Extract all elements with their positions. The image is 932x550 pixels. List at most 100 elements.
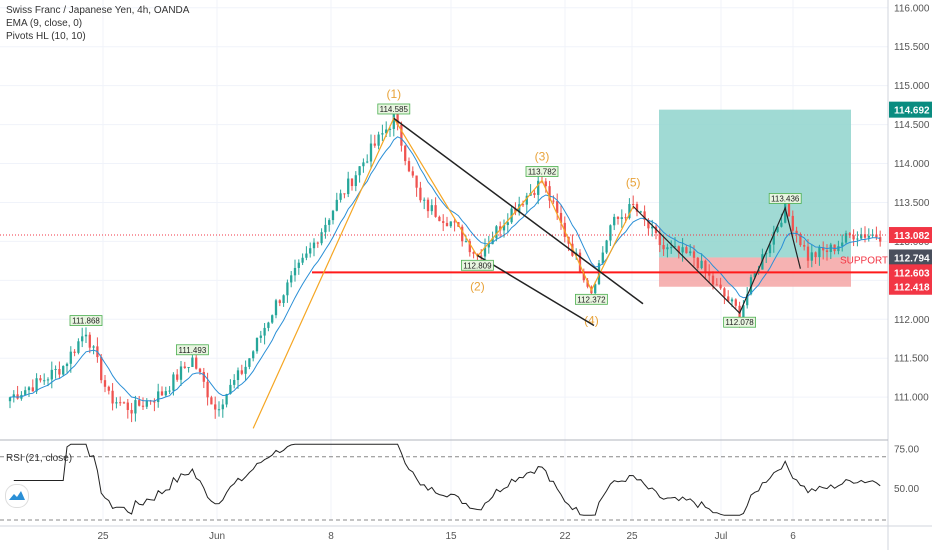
candle	[206, 372, 209, 406]
candle	[179, 360, 183, 386]
candle	[210, 395, 213, 405]
candle	[252, 350, 255, 362]
candle-body	[324, 224, 327, 233]
candle-body	[407, 161, 411, 172]
candle	[582, 268, 585, 283]
candle-body	[445, 222, 449, 227]
candle-body	[198, 368, 202, 372]
candle	[43, 373, 46, 385]
candle-body	[681, 247, 684, 253]
candle-body	[157, 391, 160, 403]
pivot-label: 112.809	[460, 259, 494, 271]
candle	[571, 234, 574, 257]
price-tick-label: 111.000	[894, 393, 929, 404]
candle-body	[559, 212, 563, 223]
candle	[297, 259, 300, 275]
candle	[772, 225, 775, 253]
candle-body	[335, 199, 338, 211]
price-tick-label: 114.500	[894, 120, 930, 131]
candle-body	[164, 391, 167, 396]
candle	[442, 214, 445, 232]
candle	[309, 242, 312, 258]
tradingview-icon[interactable]	[5, 484, 29, 508]
candle-body	[415, 175, 418, 188]
candle-body	[837, 246, 840, 252]
candle	[860, 227, 863, 240]
pivot-value: 113.782	[528, 168, 557, 177]
candle-body	[263, 327, 266, 336]
time-tick-label: Jun	[209, 531, 225, 542]
candle	[202, 367, 205, 389]
candle-body	[248, 358, 251, 367]
price-tag-bg	[889, 101, 932, 118]
candle-body	[434, 205, 437, 217]
candle-body	[689, 251, 692, 254]
candle-body	[419, 187, 422, 201]
candle	[267, 321, 270, 332]
candle	[278, 299, 281, 307]
candle-body	[404, 145, 407, 162]
candle-body	[806, 246, 810, 261]
candle-body	[328, 220, 331, 225]
candle	[320, 228, 323, 246]
candle-body	[666, 247, 669, 250]
candle-body	[487, 244, 490, 248]
candle	[704, 259, 707, 280]
candle	[696, 256, 699, 271]
candle	[461, 224, 464, 247]
candle	[54, 365, 57, 379]
candle-body	[225, 394, 228, 405]
candle	[217, 401, 221, 417]
candle-body	[719, 284, 722, 289]
candle-body	[468, 241, 471, 253]
candle-body	[392, 114, 395, 129]
candle	[654, 223, 658, 240]
candle	[263, 322, 266, 345]
candle-body	[411, 171, 414, 176]
candle-body	[818, 247, 821, 258]
candle	[39, 375, 42, 383]
candle-body	[848, 233, 851, 236]
candle-body	[685, 247, 688, 254]
candle	[157, 383, 160, 408]
candle-body	[597, 263, 601, 285]
candle-body	[316, 242, 319, 244]
candle-body	[312, 242, 316, 249]
candle-body	[544, 181, 547, 187]
candle	[700, 253, 703, 270]
wave-label: (2)	[470, 279, 485, 293]
candle	[727, 290, 730, 302]
candle	[324, 217, 327, 239]
candle-body	[81, 336, 84, 342]
candle	[685, 244, 688, 254]
candle-body	[301, 257, 304, 263]
candle-body	[16, 394, 19, 399]
candle	[191, 353, 194, 368]
time-tick-label: 15	[445, 531, 457, 542]
candle-body	[586, 280, 589, 287]
chart-legend: Swiss Franc / Japanese Yen, 4h, OANDA EM…	[6, 4, 189, 43]
target-zone	[659, 109, 851, 258]
candle	[369, 134, 373, 169]
support-label: SUPPORT	[840, 255, 888, 266]
candle-body	[670, 247, 673, 249]
candle	[100, 353, 103, 384]
candle	[84, 327, 88, 343]
price-tag-value: 112.603	[894, 268, 930, 279]
candle-body	[50, 369, 53, 380]
candle	[620, 209, 623, 228]
candle	[404, 144, 407, 166]
candle-body	[111, 390, 114, 404]
candle-body	[244, 366, 247, 374]
candle-body	[772, 231, 775, 245]
candle	[50, 361, 53, 389]
candle	[77, 338, 80, 355]
candle-body	[24, 390, 27, 395]
candle	[578, 249, 582, 274]
candle-body	[12, 394, 15, 398]
chart-title: Swiss Franc / Japanese Yen, 4h, OANDA	[6, 5, 190, 16]
candle	[818, 244, 821, 266]
price-tag-value: 113.082	[894, 231, 930, 242]
